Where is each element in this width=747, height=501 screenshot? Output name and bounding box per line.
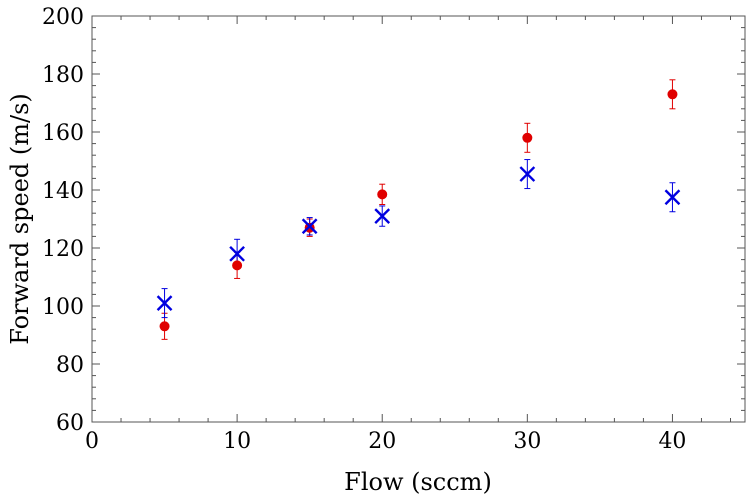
y-tick-label: 60	[56, 411, 84, 436]
cross-marker	[519, 166, 536, 182]
y-axis-title: Forward speed (m/s)	[6, 93, 34, 345]
x-tick-labels: 0 10 20 30 40	[85, 429, 686, 454]
cross-marker	[156, 295, 173, 311]
cross-marker	[664, 189, 681, 206]
error-bars	[161, 79, 676, 340]
x-tick-label: 20	[368, 429, 396, 454]
y-tick-label: 160	[42, 121, 84, 146]
x-tick-label: 30	[513, 429, 541, 454]
circle-marker	[232, 260, 243, 271]
cross-marker	[374, 208, 391, 224]
plot-frame	[91, 15, 746, 423]
y-tick-labels: 60 80 100 120 140 160 180 200	[42, 5, 84, 436]
x-tick-label: 40	[658, 429, 686, 454]
y-tick-label: 180	[42, 63, 84, 88]
cross-stroke	[664, 189, 681, 206]
circle-marker	[159, 321, 170, 332]
cross-marker	[229, 245, 245, 262]
circle-marker	[667, 89, 678, 100]
y-tick-label: 100	[42, 295, 84, 320]
axis-ticks	[91, 15, 745, 423]
y-tick-label: 80	[56, 353, 84, 378]
x-tick-label: 0	[85, 429, 99, 454]
y-tick-label: 200	[42, 5, 84, 30]
cross-marker	[301, 218, 318, 235]
cross-stroke	[229, 245, 245, 262]
circle-marker	[522, 132, 533, 143]
cross-stroke	[374, 208, 391, 224]
x-tick-label: 10	[223, 429, 251, 454]
y-tick-label: 140	[42, 179, 84, 204]
circle-marker	[377, 189, 388, 200]
data-markers	[156, 89, 681, 332]
cross-stroke	[156, 295, 173, 311]
x-axis-title: Flow (sccm)	[344, 468, 492, 496]
cross-stroke	[519, 166, 536, 182]
y-tick-label: 120	[42, 237, 84, 262]
cross-stroke	[301, 218, 318, 235]
